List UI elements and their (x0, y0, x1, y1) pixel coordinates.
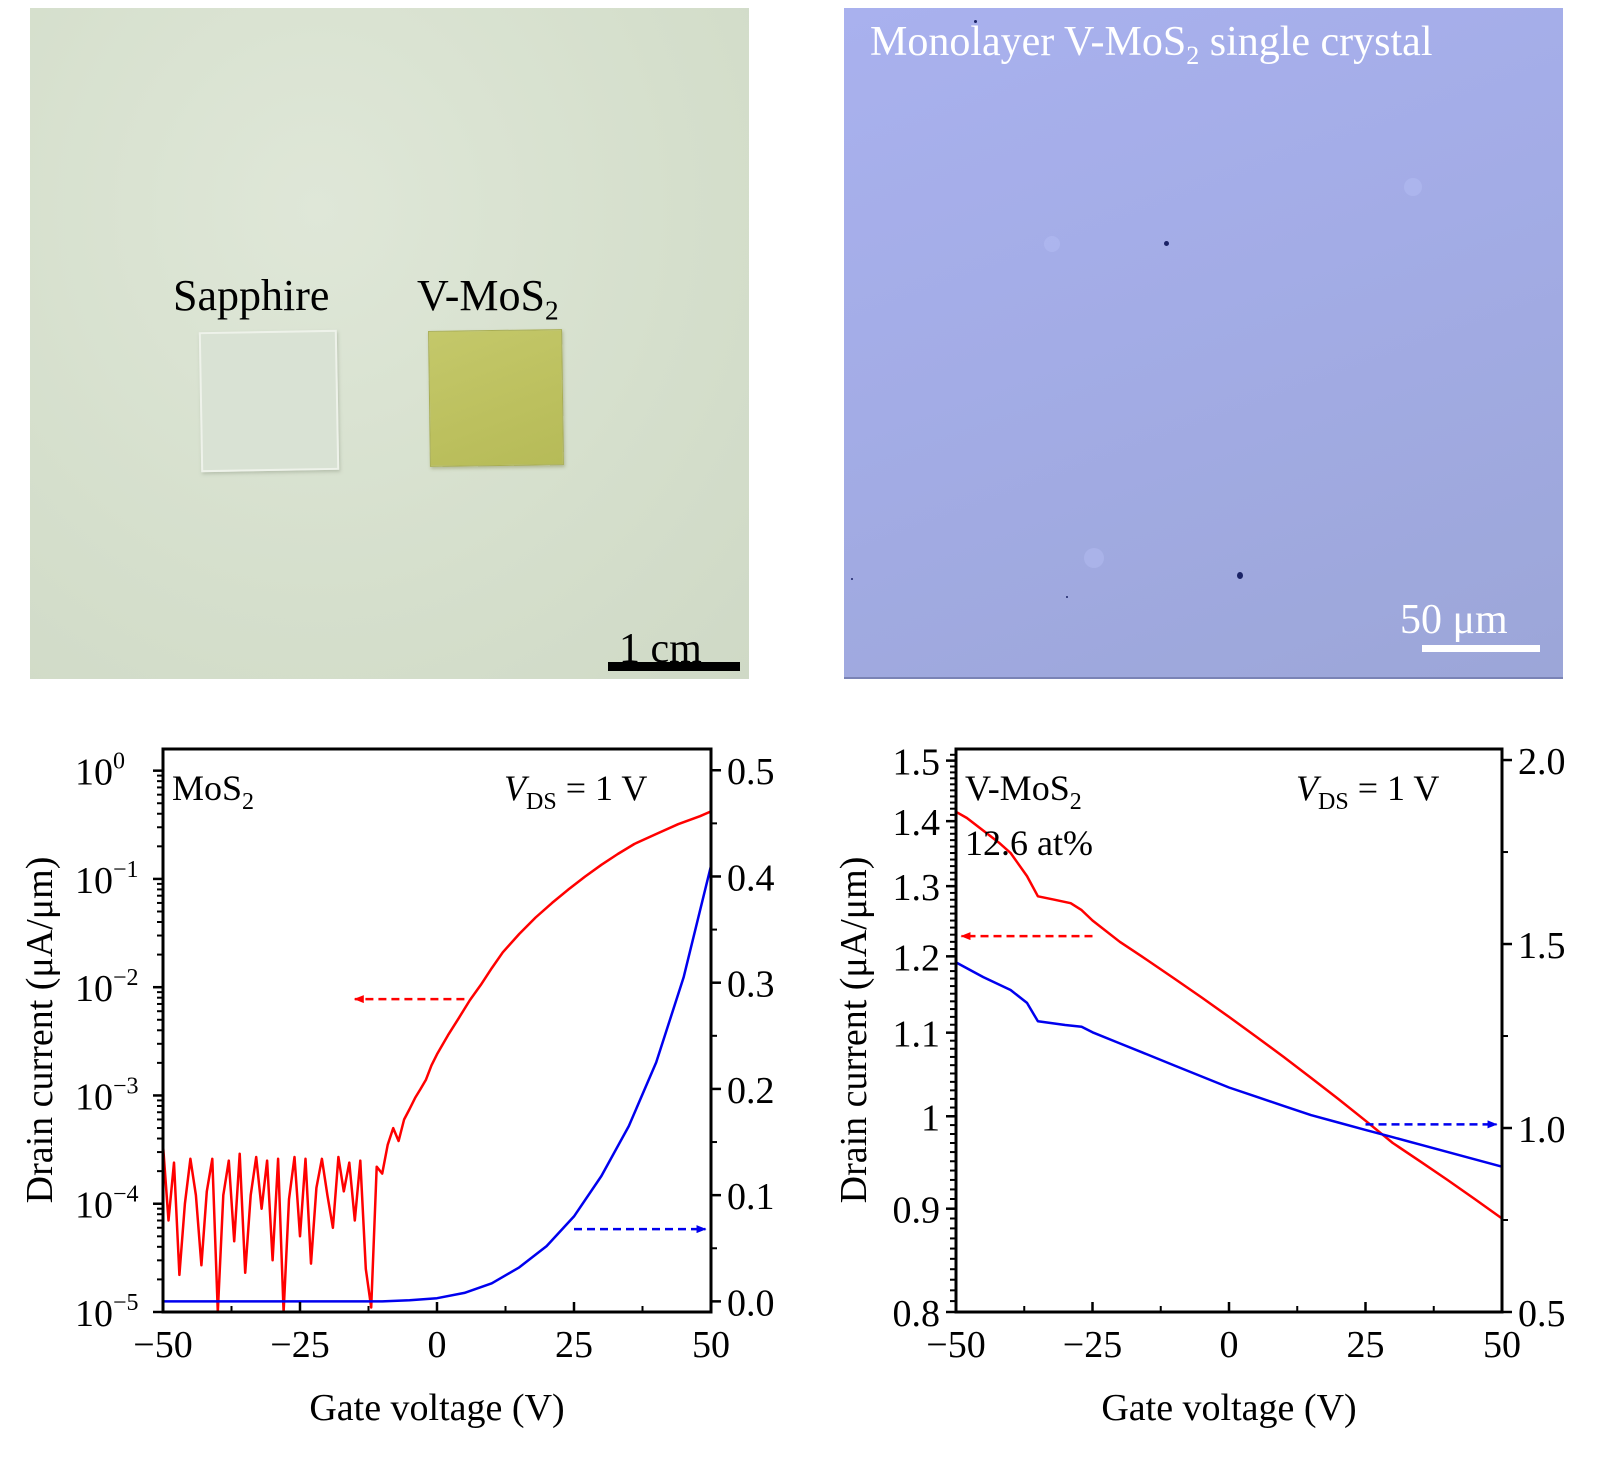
y-right-tick-label: 1.5 (1518, 925, 1566, 967)
y-right-tick-label: 0.1 (727, 1176, 775, 1218)
y-axis-title: Drain current (μA/μm) (833, 857, 875, 1204)
y-left-tick-label: 1 (921, 1097, 940, 1139)
surface-spot (1044, 236, 1060, 252)
x-tick-label: −50 (926, 1324, 985, 1366)
y-left-tick-label: 10−2 (75, 965, 139, 1010)
defect-particle (1164, 241, 1169, 246)
y-left-tick-label: 0.8 (893, 1293, 941, 1335)
photo-optical-micrograph: Monolayer V-MoS2 single crystal 50 μm (844, 8, 1563, 679)
x-tick-label: 0 (428, 1324, 447, 1366)
x-tick-label: −25 (270, 1324, 329, 1366)
scale-bar-label: 50 μm (1400, 597, 1508, 643)
y-left-tick-label: 10−5 (75, 1290, 139, 1335)
series-line-log (161, 810, 712, 1314)
scale-bar (1422, 645, 1540, 652)
defect-particle (1066, 596, 1068, 598)
y-right-tick-label: 1.0 (1518, 1109, 1566, 1151)
chart-mos2: −50 −25 0 25 50 100 10−1 10−2 10−3 10−4 10−5 0.0 0.1… (19, 747, 775, 1429)
series-line-linear (955, 961, 1503, 1168)
photo-substrates: Sapphire V-MoS2 1 cm (30, 8, 749, 679)
bias-label: VDS = 1 V (504, 768, 647, 815)
micrograph-title-sub: 2 (1186, 41, 1200, 71)
sapphire-label: Sapphire (173, 271, 330, 320)
x-tick-label: 25 (555, 1324, 593, 1366)
vmos2-label-sub: 2 (544, 295, 559, 326)
doping-label: 12.6 at% (965, 823, 1093, 863)
vmos2-label: V-MoS2 (417, 270, 559, 327)
x-axis-title: Gate voltage (V) (309, 1387, 564, 1429)
y-left-tick-label: 10−4 (75, 1182, 139, 1227)
micrograph-title-main: Monolayer V-MoS (870, 19, 1187, 65)
surface-spot (1084, 548, 1104, 568)
x-tick-label: 50 (1483, 1324, 1521, 1366)
plot-frame (161, 747, 713, 1314)
bias-label: VDS = 1 V (1296, 768, 1439, 815)
y-right-tick-label: 0.5 (727, 751, 775, 793)
y-right-tick-label: 0.3 (727, 964, 775, 1006)
x-tick-label: 25 (1347, 1324, 1385, 1366)
y-left-tick-label: 10−1 (75, 857, 139, 902)
vmos2-label-main: V-MoS (417, 271, 545, 320)
x-tick-label: −25 (1063, 1324, 1122, 1366)
material-label: MoS2 (172, 768, 254, 815)
series-line-log (955, 810, 1503, 1220)
y-axis-title: Drain current (μA/μm) (19, 857, 61, 1204)
y-left-tick-label: 1.4 (893, 802, 941, 844)
y-left-tick-label: 10−3 (75, 1073, 139, 1118)
x-tick-label: 50 (692, 1324, 730, 1366)
y-left-tick-label: 1.3 (893, 867, 941, 909)
surface-spot (1404, 178, 1422, 196)
y-right-tick-label: 0.0 (727, 1282, 775, 1324)
y-right-tick-label: 0.2 (727, 1070, 775, 1112)
scale-bar (608, 662, 740, 671)
y-left-tick-label: 100 (75, 749, 125, 794)
y-right-tick-label: 0.4 (727, 857, 775, 899)
micrograph-title-rest: single crystal (1199, 19, 1433, 65)
y-left-tick-label: 1.1 (893, 1014, 941, 1056)
y-right-tick-label: 0.5 (1518, 1293, 1566, 1335)
chart-vmos2: −50 −25 0 25 50 0.8 0.9 1 1.1 1.2 1.3 1.4 1.5 0.5 1.0 1… (833, 741, 1566, 1429)
defect-particle (1237, 572, 1243, 579)
micrograph-title: Monolayer V-MoS2 single crystal (870, 18, 1433, 71)
y-left-tick-label: 1.2 (893, 937, 941, 979)
x-tick-label: −50 (133, 1324, 192, 1366)
x-axis-title: Gate voltage (V) (1101, 1387, 1356, 1429)
series-line-linear (163, 865, 713, 1303)
y-left-tick-label: 1.5 (893, 742, 941, 784)
y-right-tick-label: 2.0 (1518, 741, 1566, 783)
defect-particle (974, 20, 977, 23)
defect-particle (851, 578, 853, 580)
x-tick-label: 0 (1220, 1324, 1239, 1366)
y-left-tick-label: 0.9 (893, 1190, 941, 1232)
material-label: V-MoS2 (965, 768, 1082, 815)
